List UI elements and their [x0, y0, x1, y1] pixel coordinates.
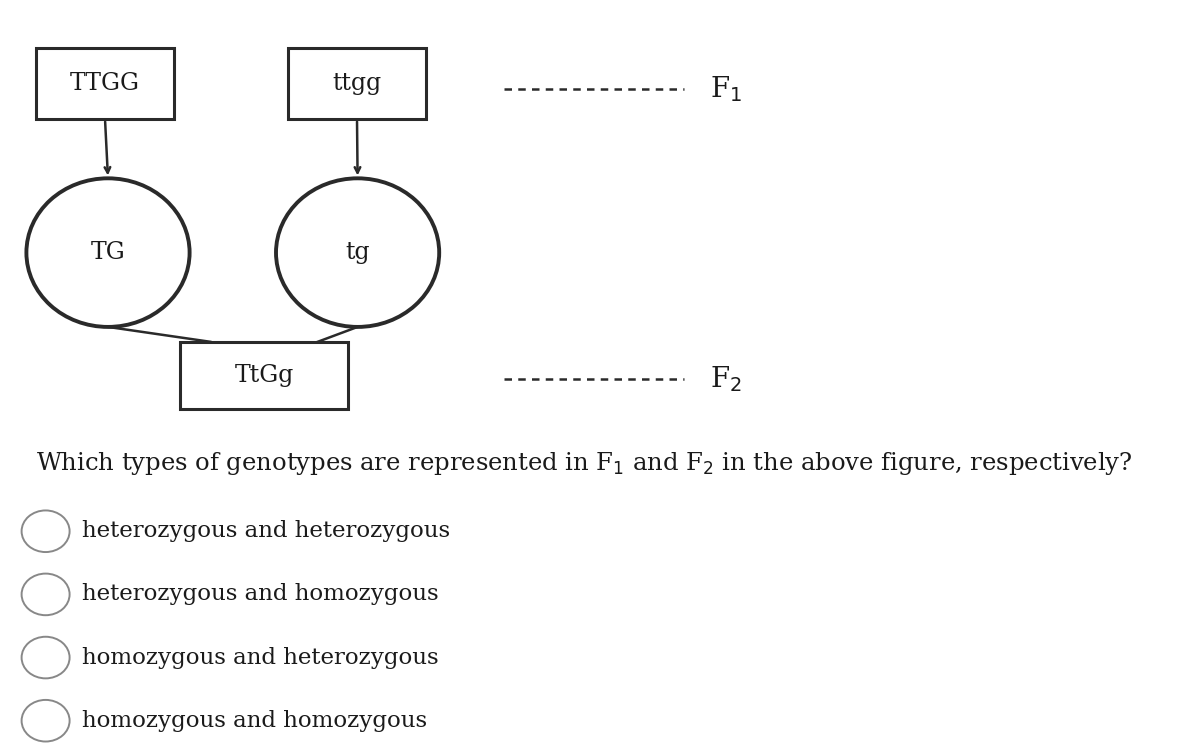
Text: Which types of genotypes are represented in F$_1$ and F$_2$ in the above figure,: Which types of genotypes are represented… [36, 450, 1133, 476]
Ellipse shape [22, 700, 70, 742]
Ellipse shape [22, 510, 70, 552]
Text: F$_2$: F$_2$ [710, 364, 743, 394]
FancyBboxPatch shape [288, 48, 426, 119]
Ellipse shape [276, 178, 439, 327]
Text: tg: tg [346, 241, 370, 264]
FancyBboxPatch shape [36, 48, 174, 119]
Ellipse shape [22, 637, 70, 678]
Text: ttgg: ttgg [332, 72, 382, 95]
FancyBboxPatch shape [180, 342, 348, 409]
Text: heterozygous and homozygous: heterozygous and homozygous [82, 583, 438, 606]
Text: F$_1$: F$_1$ [710, 74, 743, 104]
Text: TtGg: TtGg [234, 364, 294, 386]
Text: homozygous and homozygous: homozygous and homozygous [82, 710, 427, 732]
Text: TG: TG [91, 241, 125, 264]
Text: homozygous and heterozygous: homozygous and heterozygous [82, 646, 438, 669]
Text: heterozygous and heterozygous: heterozygous and heterozygous [82, 520, 450, 542]
Ellipse shape [22, 574, 70, 615]
Text: TTGG: TTGG [70, 72, 140, 95]
Ellipse shape [26, 178, 190, 327]
